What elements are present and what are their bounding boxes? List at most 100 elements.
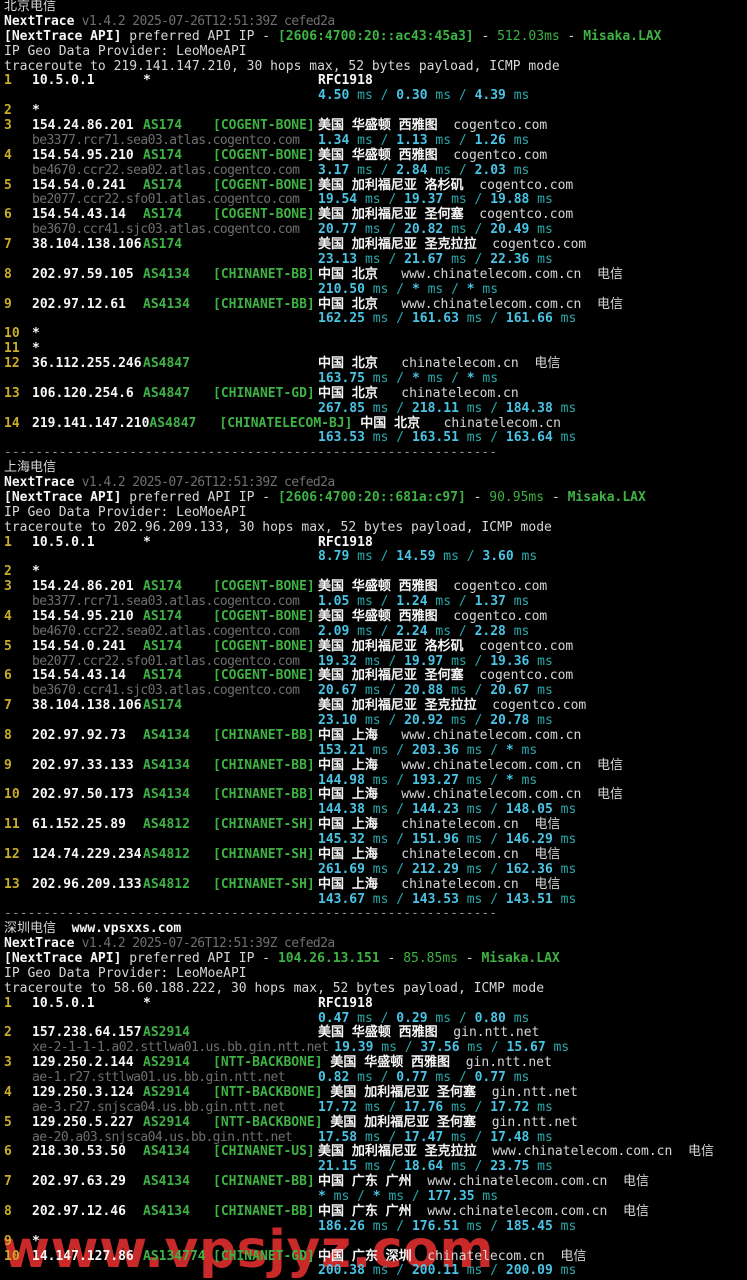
rtt-value: 267.85 [318,400,365,416]
hop-location: 美国 加利福尼亚 圣克拉拉 [318,1144,477,1160]
hop-asn: AS174 [143,147,183,163]
hop-carrier: 电信 [518,356,561,371]
rtt-unit: ms [357,653,381,669]
hop-asn: AS4134 [143,266,190,282]
rtt-separator: / [388,772,412,788]
hop-number: 1 [4,73,12,89]
hop-carrier: 电信 [581,266,623,282]
rtt-unit: ms [435,549,459,565]
rtt-unit: ms [427,594,452,609]
hop-ip: 202.97.12.46 [32,1203,126,1219]
separator-dashes: ----------------------------------------… [4,445,498,461]
hop-location: 美国 加利福尼亚 圣克拉拉 [318,698,477,714]
rtt-unit: ms [364,281,389,297]
hop-asn-tag: [NTT-BACKBONE] [213,1055,331,1071]
rtt-value: 20.49 [490,222,530,238]
hop-number: 3 [4,1055,12,1071]
rtt-value: 2.28 [474,623,506,639]
hop-row: 12 36.112.255.246AS4847 中国 北京 chinatelecom… [0,356,747,372]
dash: - [465,489,490,505]
hop-rdns-domain: chinatelecom.cn [377,846,519,862]
hop-carrier: 电信 [518,817,561,833]
rtt-value: 193.27 [411,772,459,788]
rtt-unit: ms [529,1099,553,1115]
hop-asn-tag: [CHINANET-GD] [213,385,315,401]
rtt-separator: / [466,251,491,267]
rtt-value: 19.39 [334,1040,374,1056]
hop-row: 9 * [0,1234,747,1250]
rtt-value: 20.77 [318,222,358,238]
hop-rdns-domain: gin.ntt.net [476,1114,578,1130]
hop-number: 5 [4,1114,12,1130]
rtt-separator: / [388,742,412,758]
rtt-value: 14.59 [396,549,436,565]
rtt-unit: ms [458,1263,483,1279]
rtt-value: 184.38 [505,400,553,416]
hop-ip: 154.54.95.210 [32,147,134,163]
rtt-value: 0.30 [396,88,428,104]
hop-row: 9 202.97.12.61 AS4134 [CHINANET-BB] 中国 北京 ww… [0,296,747,313]
hop-row: 8 202.97.12.46 AS4134 [CHINANET-BB] 中国 广东 广州… [0,1203,747,1220]
rtt-separator: / [388,832,412,847]
hop-location: RFC1918 [318,534,373,550]
hop-number: 7 [4,698,12,714]
hop-row: 2 157.238.64.157AS2914 美国 华盛顿 西雅图 gin.ntt.… [0,1025,747,1041]
hop-hostname-rtt-line: be3670.ccr41.sjc03.atlas.cogentco.com 20.… [0,222,747,238]
rtt-value: * [411,370,420,386]
hop-rdns-domain: cogentco.com [437,118,548,133]
rtt-value: 20.82 [404,222,444,238]
hop-number: 7 [4,237,12,252]
rtt-unit: ms [552,400,577,416]
hop-number: 3 [4,118,12,133]
rtt-value: * [318,1189,326,1204]
rtt-value: 19.37 [404,192,444,208]
hop-asn: AS174 [143,118,183,133]
hop-asn: AS4134 [143,296,190,312]
rtt-value: 0.47 [318,1010,350,1026]
rtt-value: 212.29 [411,861,459,877]
rtt-value: 19.88 [490,192,530,208]
rtt-separator: / [380,1159,405,1175]
rtt-unit: ms [443,251,467,267]
rtt-separator: / [388,802,412,818]
hop-number: 12 [4,356,20,371]
hop-location: 中国 上海 [318,817,378,833]
hop-asn: AS2914 [143,1025,190,1041]
rtt-value: 2.84 [396,162,428,178]
rtt-value: 18.64 [404,1159,444,1175]
rtt-unit: ms [357,683,381,699]
rtt-separator: / [458,549,483,565]
hop-location: 美国 加利福尼亚 圣何塞 [330,1084,477,1100]
rtt-value: 148.05 [505,802,553,818]
hop-row: 10 * [0,326,747,342]
api-node: Misaka.LAX [583,28,662,44]
traceroute-summary: traceroute to 202.96.209.133, 30 hops ma… [4,519,552,535]
rtt-value: * [505,742,514,758]
rtt-unit: ms [513,772,538,788]
rtt-value: 210.50 [318,281,365,297]
hop-hostname: be2077.ccr22.sfo01.atlas.cogentco.com [32,192,300,208]
rtt-value: 23.13 [318,251,358,267]
hop-row: 14 219.141.147.210AS4847 [CHINATELECOM-BJ]… [0,416,747,432]
hop-number: 6 [4,207,12,223]
hop-number: 4 [4,1084,12,1100]
hop-ip: 129.250.5.227 [32,1114,134,1130]
hop-number: 1 [4,534,12,550]
api-prefix: [NextTrace API] [4,28,122,44]
hop-rtt-line: 163.75 ms / * ms / * ms [0,370,747,387]
trace-line: traceroute to 202.96.209.133, 30 hops ma… [0,519,747,536]
rtt-value: 203.36 [411,742,459,758]
rtt-unit: ms [357,1099,381,1115]
rtt-unit: ms [458,430,483,446]
rtt-value: 23.10 [318,713,358,728]
api-latency: 90.95ms [489,489,545,505]
hop-asn-tag: [CHINANET-BB] [213,727,315,743]
rtt-separator: / [466,1129,491,1145]
rtt-unit: ms [349,594,373,609]
hop-location: 美国 加利福尼亚 圣何塞 [330,1114,477,1130]
hop-number: 6 [4,668,12,684]
section-title-line: 深圳电信 www.vpsxxs.com [0,921,747,937]
hop-number: 7 [4,1174,12,1190]
app-version: v1.4.2 2025-07-26T12:51:39Z cefed2a [74,13,336,29]
